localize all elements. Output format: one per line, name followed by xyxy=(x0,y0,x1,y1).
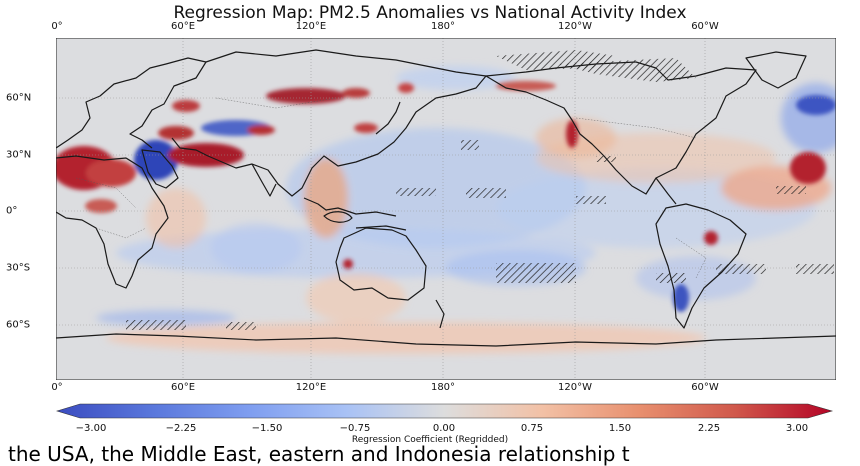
map-title: Regression Map: PM2.5 Anomalies vs Natio… xyxy=(173,3,687,23)
colorbar-tick: 1.50 xyxy=(608,423,632,434)
colorbar-tick: −0.75 xyxy=(339,423,371,434)
top-lon-tick: 120°W xyxy=(558,21,592,32)
top-lon-tick: 0° xyxy=(51,21,63,32)
bottom-lon-tick: 0° xyxy=(51,382,63,393)
bottom-lon-tick: 60°W xyxy=(691,382,719,393)
colorbar-tick: −3.00 xyxy=(75,423,107,434)
lat-tick: 0° xyxy=(6,205,18,217)
bottom-lon-tick: 120°E xyxy=(295,382,327,393)
colorbar-label: Regression Coefficient (Regridded) xyxy=(351,435,509,445)
lat-tick: 60°S xyxy=(6,319,31,331)
colorbar-tick: 3.00 xyxy=(785,423,809,434)
coastlines xyxy=(56,49,836,347)
top-lon-tick: 120°E xyxy=(295,21,327,32)
colorbar-tick: 0.75 xyxy=(520,423,544,434)
caption-text: the USA, the Middle East, eastern and In… xyxy=(8,442,630,466)
bottom-lon-tick: 60°E xyxy=(170,382,196,393)
regression-map xyxy=(56,38,836,380)
lat-tick: 30°S xyxy=(6,262,31,274)
colorbar-tick: 2.25 xyxy=(697,423,721,434)
colorbar-tick: −2.25 xyxy=(165,423,197,434)
colorbar-gradient xyxy=(55,403,834,419)
bottom-lon-tick: 180° xyxy=(430,382,456,393)
bottom-lon-tick: 120°W xyxy=(558,382,592,393)
top-lon-tick: 60°E xyxy=(170,21,196,32)
colorbar-tick: 0.00 xyxy=(432,423,456,434)
top-lon-tick: 180° xyxy=(430,21,456,32)
colorbar-tick: −1.50 xyxy=(251,423,283,434)
graticule xyxy=(56,38,836,380)
country-borders xyxy=(75,97,707,279)
lat-tick: 60°N xyxy=(6,92,32,104)
lat-tick: 30°N xyxy=(6,149,32,161)
significance-hatching xyxy=(126,50,834,330)
top-lon-tick: 60°W xyxy=(691,21,719,32)
